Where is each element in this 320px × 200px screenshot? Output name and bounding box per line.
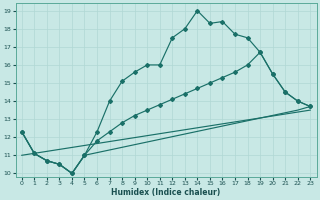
X-axis label: Humidex (Indice chaleur): Humidex (Indice chaleur) bbox=[111, 188, 221, 197]
